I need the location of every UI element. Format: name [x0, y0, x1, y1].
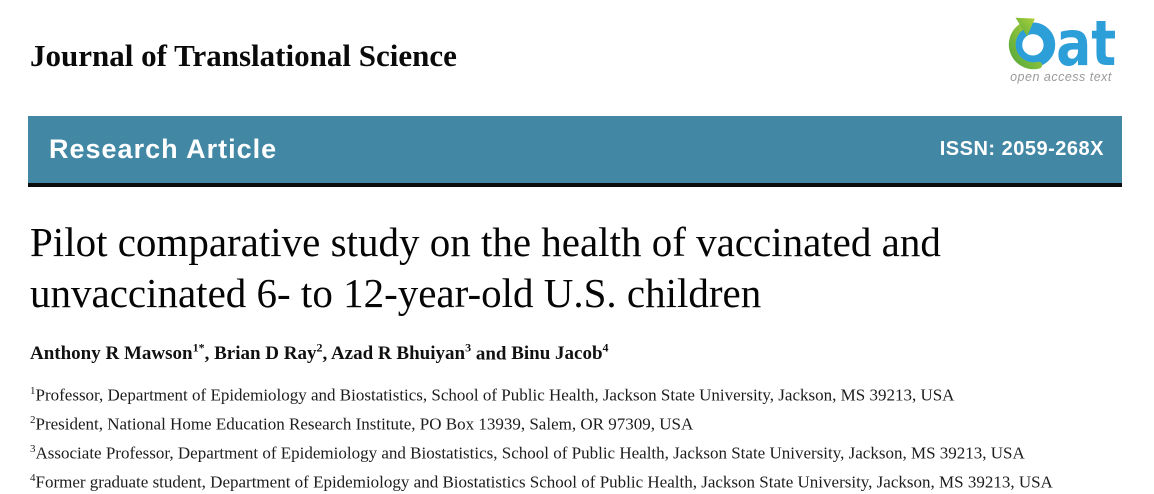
logo-letter-o — [1010, 22, 1056, 68]
logo-arrow-swoosh — [1008, 23, 1043, 70]
logo-tagline: open access text — [1010, 70, 1112, 84]
author-name: Binu Jacob4 — [511, 341, 609, 365]
logo-letters-at: at — [1056, 8, 1116, 70]
article-type-label: Research Article — [49, 134, 278, 164]
oat-logo-mark: at — [1008, 8, 1116, 70]
oat-logo: at open access text — [1000, 8, 1122, 84]
affiliation-line: 2President, National Home Education Rese… — [30, 414, 694, 434]
affiliations: 1Professor, Department of Epidemiology a… — [30, 379, 1140, 494]
affiliation-line: 4Former graduate student, Department of … — [30, 472, 1053, 493]
paper-title-line: unvaccinated 6- to 12-year-old U.S. chil… — [30, 270, 762, 316]
author-name: Azad R Bhuiyan3 — [330, 341, 472, 365]
affiliation-line: 1Professor, Department of Epidemiology a… — [30, 385, 955, 405]
author-name: Brian D Ray2 — [214, 341, 323, 365]
author-name: Anthony R Mawson1* — [30, 341, 205, 365]
article-type-banner: Research Article ISSN: 2059-268X — [28, 116, 1122, 187]
issn-label: ISSN: 2059-268X — [939, 138, 1104, 160]
authors-line: Anthony R Mawson1*, Brian D Ray2, Azad R… — [30, 341, 609, 365]
logo-arrowhead — [1015, 17, 1035, 37]
affiliation-line: 3Associate Professor, Department of Epid… — [30, 443, 1025, 463]
paper-title: Pilot comparative study on the health of… — [30, 217, 1130, 319]
paper-title-line: Pilot comparative study on the health of… — [30, 219, 941, 265]
journal-title: Journal of Translational Science — [30, 38, 457, 73]
